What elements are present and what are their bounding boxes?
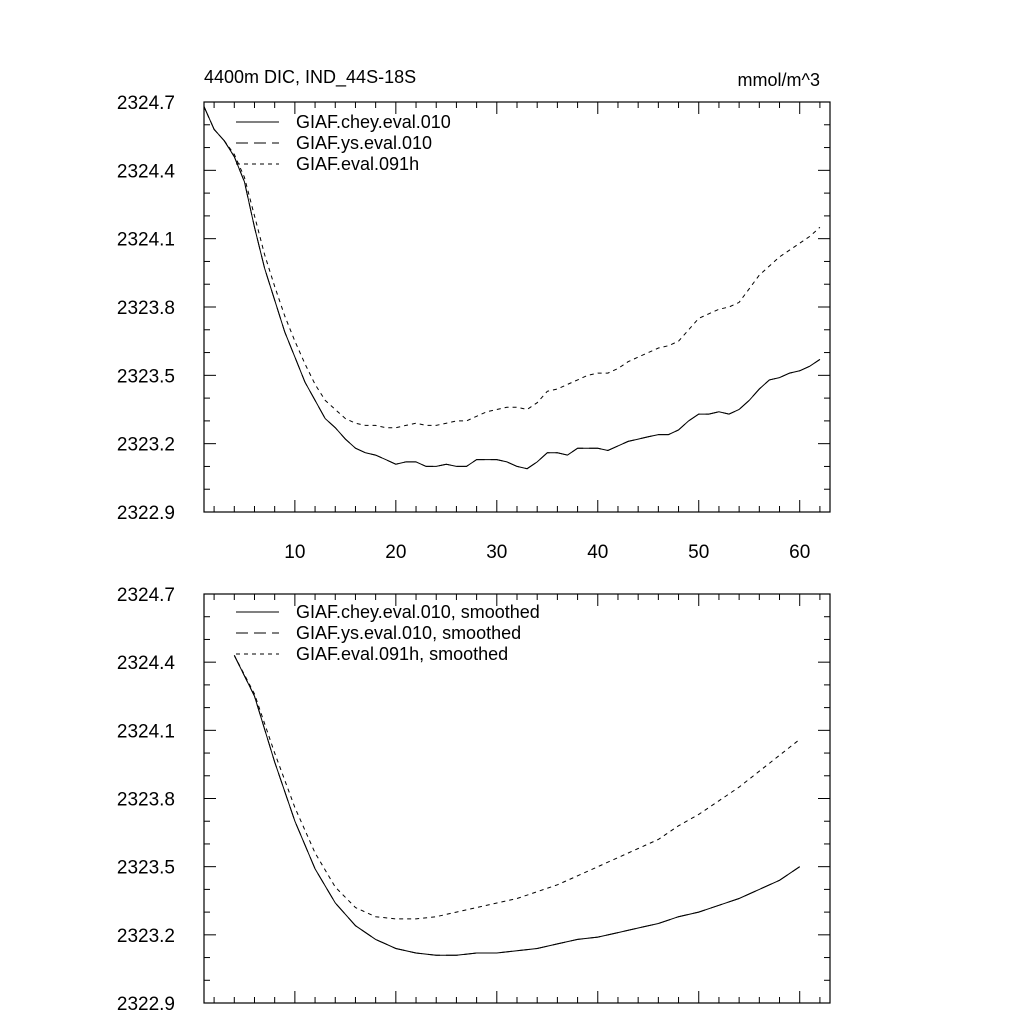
x-tick-label: 50 — [688, 542, 709, 563]
legend-label-2: GIAF.ys.eval.010 — [296, 133, 432, 153]
chart-title: 4400m DIC, IND_44S-18S — [204, 67, 416, 88]
y-tick-label: 2324.4 — [117, 161, 176, 182]
series-line-3 — [233, 655, 801, 920]
y-tick-label: 2323.2 — [117, 926, 175, 947]
series-line-2 — [233, 655, 800, 956]
series-line-1 — [233, 655, 800, 956]
y-tick-label: 2323.5 — [117, 858, 175, 879]
y-tick-label: 2324.7 — [117, 93, 175, 114]
y-tick-label: 2324.1 — [117, 721, 175, 742]
units-label: mmol/m^3 — [738, 70, 820, 90]
y-tick-label: 2323.8 — [117, 790, 175, 811]
x-tick-label: 60 — [789, 542, 810, 563]
y-tick-label: 2322.9 — [117, 994, 175, 1015]
y-tick-label: 2323.8 — [117, 298, 175, 319]
y-tick-label: 2324.1 — [117, 230, 175, 251]
y-tick-label: 2323.5 — [117, 366, 175, 387]
top-panel: 10 20 30 40 50 60 2322.9 2323.2 2323.5 2323.8 2324… — [117, 93, 831, 563]
bottom-panel: 2322.9 2323.2 2323.5 2323.8 2324.1 2324.4 2324… — [117, 585, 831, 1015]
legend-label-3: GIAF.eval.091h — [296, 154, 419, 174]
y-tick-label: 2324.4 — [117, 653, 176, 674]
series-line-2 — [203, 106, 821, 470]
legend-label-1: GIAF.chey.eval.010 — [296, 112, 451, 132]
legend-label-1: GIAF.chey.eval.010, smoothed — [296, 602, 540, 622]
legend-label-3: GIAF.eval.091h, smoothed — [296, 644, 508, 664]
x-tick-label: 30 — [486, 542, 507, 563]
x-tick-label: 20 — [385, 542, 406, 563]
y-tick-label: 2323.2 — [117, 435, 175, 456]
x-tick-label: 40 — [587, 542, 608, 563]
series-line-3 — [203, 106, 821, 429]
x-tick-label: 10 — [284, 542, 305, 563]
legend-label-2: GIAF.ys.eval.010, smoothed — [296, 623, 521, 643]
y-tick-label: 2324.7 — [117, 585, 175, 606]
y-tick-label: 2322.9 — [117, 503, 175, 524]
